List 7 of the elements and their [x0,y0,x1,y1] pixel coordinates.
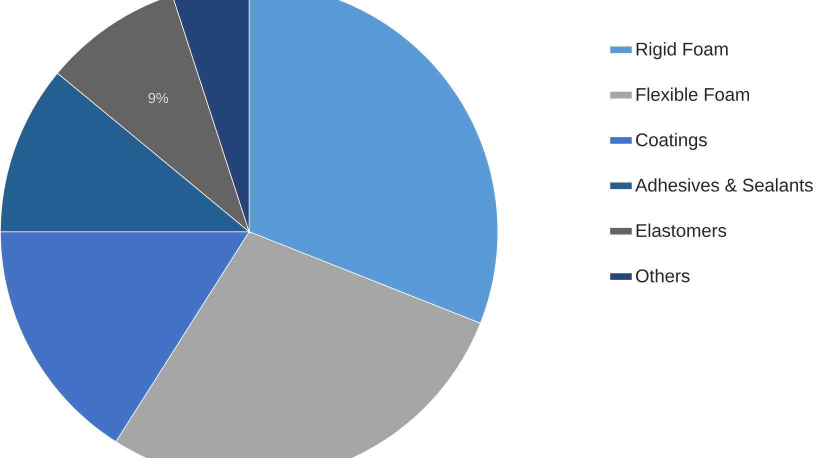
legend-label: Others [636,268,690,282]
legend-label: Flexible Foam [636,87,750,101]
legend-label: Elastomers [636,223,726,237]
legend-label: Coatings [636,132,707,150]
legend-label: Rigid Foam [636,42,728,60]
legend-label: Adhesives & Sealants [635,178,813,192]
data-label: 9% [148,92,168,103]
